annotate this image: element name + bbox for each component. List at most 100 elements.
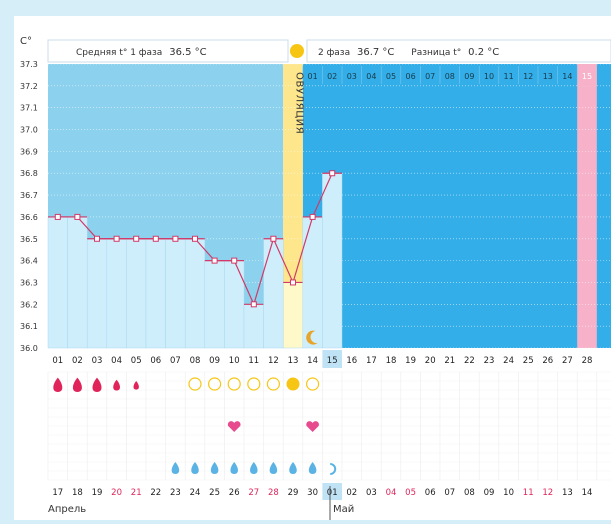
- cycle-day-label[interactable]: 17: [366, 356, 377, 366]
- calendar-date-label[interactable]: 09: [484, 488, 495, 498]
- temperature-point[interactable]: [152, 235, 159, 242]
- temperature-point[interactable]: [309, 213, 316, 220]
- calendar-date-label[interactable]: 18: [72, 488, 83, 498]
- cycle-day-label[interactable]: 12: [268, 356, 279, 366]
- calendar-date-label[interactable]: 30: [307, 488, 318, 498]
- calendar-date-label[interactable]: 25: [209, 488, 220, 498]
- ovulation-column: [283, 64, 303, 348]
- calendar-date-label[interactable]: 20: [111, 488, 122, 498]
- temperature-point[interactable]: [113, 235, 120, 242]
- y-tick-label: 37.2: [20, 82, 38, 91]
- y-tick-label: 36.1: [20, 322, 38, 331]
- cycle-day-label[interactable]: 26: [542, 356, 553, 366]
- cycle-day-label[interactable]: 24: [503, 356, 514, 366]
- cycle-day-label[interactable]: 05: [131, 356, 142, 366]
- calendar-date-label[interactable]: 12: [542, 488, 553, 498]
- y-tick-label: 36.5: [20, 235, 38, 244]
- calendar-date-label[interactable]: 17: [52, 488, 63, 498]
- cycle-day-label[interactable]: 09: [209, 356, 220, 366]
- temperature-point[interactable]: [290, 279, 296, 286]
- cycle-day-label[interactable]: 22: [464, 356, 475, 366]
- cycle-day-label[interactable]: 06: [150, 356, 161, 366]
- cycle-day-label[interactable]: 27: [562, 356, 573, 366]
- cycle-day-label[interactable]: 03: [92, 356, 103, 366]
- temperature-point[interactable]: [270, 235, 277, 242]
- diff-value: 0.2 °C: [468, 47, 499, 58]
- calendar-date-label[interactable]: 14: [582, 488, 593, 498]
- cycle-day-label[interactable]: 23: [484, 356, 495, 366]
- cycle-day-label[interactable]: 14: [307, 356, 318, 366]
- calendar-date-label[interactable]: 08: [464, 488, 475, 498]
- temperature-bar: [204, 260, 225, 349]
- cycle-day-label[interactable]: 01: [52, 356, 63, 366]
- temperature-point[interactable]: [54, 213, 61, 220]
- temperature-point[interactable]: [192, 235, 198, 242]
- fertility-circle-icon: [306, 377, 320, 391]
- phase2-day-label: 08: [445, 72, 455, 81]
- cycle-day-label[interactable]: 16: [346, 356, 357, 366]
- temperature-point[interactable]: [250, 301, 257, 308]
- mucus-drop-icon: [171, 462, 180, 474]
- cycle-day-label[interactable]: 08: [190, 356, 201, 366]
- cycle-day-label[interactable]: 28: [582, 356, 593, 366]
- calendar-date-label[interactable]: 01: [327, 488, 338, 498]
- calendar-date-label[interactable]: 13: [562, 488, 573, 498]
- temperature-point[interactable]: [231, 257, 238, 264]
- cycle-day-label[interactable]: 07: [170, 356, 181, 366]
- mucus-drop-icon: [269, 462, 278, 474]
- calendar-date-label[interactable]: 11: [523, 488, 534, 498]
- phase2-label: 2 фаза: [318, 48, 350, 58]
- cycle-day-label[interactable]: 04: [111, 356, 122, 366]
- mucus-drop-icon: [289, 462, 297, 474]
- cycle-day-label[interactable]: 21: [444, 356, 455, 366]
- temperature-point[interactable]: [329, 170, 336, 177]
- temperature-point[interactable]: [172, 235, 179, 242]
- cycle-day-label[interactable]: 10: [229, 356, 240, 366]
- calendar-date-label[interactable]: 21: [131, 488, 142, 498]
- diff-label: Разница t°: [411, 48, 461, 58]
- phase2-summary-box: [306, 39, 611, 63]
- period-start-column: [577, 64, 597, 348]
- calendar-date-label[interactable]: 24: [190, 488, 201, 498]
- phase2-day-label: 02: [327, 72, 337, 81]
- cycle-day-label[interactable]: 13: [288, 356, 299, 366]
- cycle-day-label[interactable]: 18: [386, 356, 397, 366]
- calendar-date-label[interactable]: 05: [405, 488, 416, 498]
- calendar-date-label[interactable]: 29: [288, 488, 299, 498]
- calendar-date-label[interactable]: 27: [248, 488, 259, 498]
- calendar-date-label[interactable]: 03: [366, 488, 377, 498]
- bleeding-drop-icon: [53, 377, 63, 392]
- calendar-date-label[interactable]: 04: [386, 488, 397, 498]
- calendar-date-label[interactable]: 02: [346, 488, 357, 498]
- ovulation-label: ОВУЛЯЦИЯ: [294, 72, 305, 134]
- temperature-point[interactable]: [133, 235, 140, 242]
- calendar-date-label[interactable]: 19: [92, 488, 103, 498]
- calendar-date-label[interactable]: 06: [425, 488, 436, 498]
- calendar-date-label[interactable]: 23: [170, 488, 181, 498]
- phase1-summary: Средняя t° 1 фаза 36.5 °C: [76, 47, 207, 58]
- mucus-drop-icon: [210, 462, 219, 474]
- phase2-day-label: 12: [523, 72, 533, 81]
- calendar-date-label[interactable]: 26: [229, 488, 240, 498]
- fertility-peak-icon: [286, 377, 300, 391]
- cycle-day-label[interactable]: 11: [248, 356, 259, 366]
- cycle-day-label[interactable]: 19: [405, 356, 416, 366]
- calendar-date-label[interactable]: 22: [150, 488, 161, 498]
- temperature-point[interactable]: [74, 213, 81, 220]
- mucus-drop-icon: [250, 462, 258, 474]
- cycle-day-label[interactable]: 02: [72, 356, 83, 366]
- mucus-partial-icon: [330, 463, 337, 475]
- fertility-circle-icon: [266, 377, 280, 391]
- calendar-date-label[interactable]: 07: [444, 488, 455, 498]
- fertility-circle-icon: [188, 377, 202, 391]
- calendar-date-label[interactable]: 28: [268, 488, 279, 498]
- cycle-day-label[interactable]: 25: [523, 356, 534, 366]
- temperature-point[interactable]: [94, 235, 100, 242]
- cycle-day-label[interactable]: 15: [327, 356, 338, 366]
- temperature-bar: [243, 304, 264, 349]
- temperature-point[interactable]: [211, 257, 218, 264]
- cycle-day-label[interactable]: 20: [425, 356, 436, 366]
- calendar-date-label[interactable]: 10: [503, 488, 514, 498]
- phase2-day-label: 05: [386, 72, 396, 81]
- phase2-day-label: 14: [562, 72, 572, 81]
